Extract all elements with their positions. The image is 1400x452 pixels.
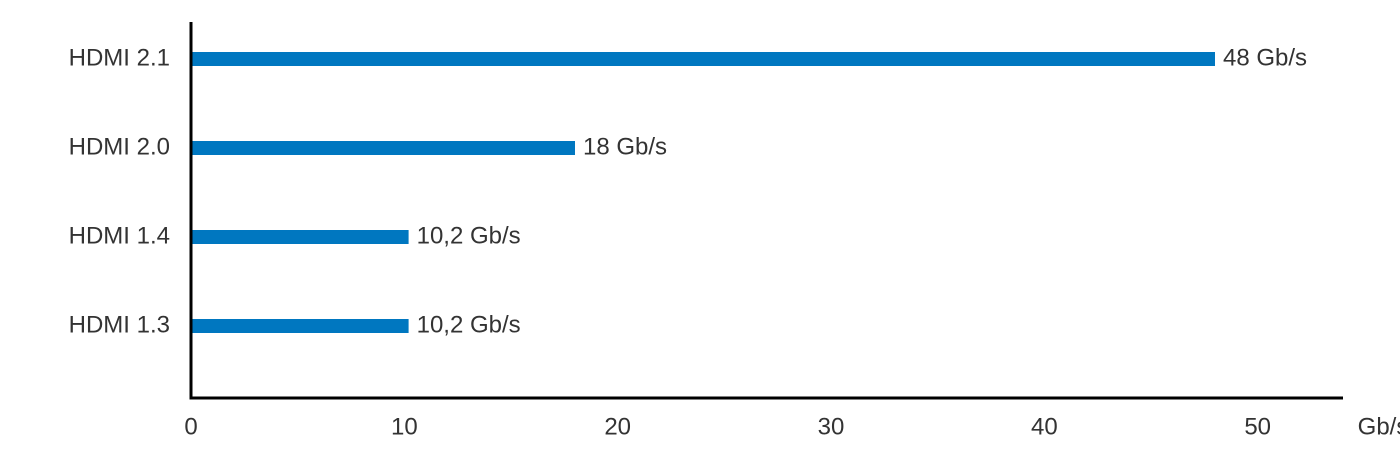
x-tick-label: 0: [184, 413, 197, 440]
value-label: 10,2 Gb/s: [417, 311, 521, 338]
value-label: 10,2 Gb/s: [417, 222, 521, 249]
y-tick-label: HDMI 2.1: [69, 44, 170, 71]
bar: [191, 52, 1215, 66]
y-tick-label: HDMI 2.0: [69, 133, 170, 160]
bar: [191, 319, 409, 333]
x-tick-label: 50: [1244, 413, 1271, 440]
x-tick-label: 30: [818, 413, 845, 440]
y-tick-label: HDMI 1.4: [69, 222, 170, 249]
x-tick-label: 40: [1031, 413, 1058, 440]
y-tick-label: HDMI 1.3: [69, 311, 170, 338]
x-tick-label: 10: [391, 413, 418, 440]
x-axis-label: Gb/s: [1358, 413, 1400, 440]
bar: [191, 141, 575, 155]
value-label: 18 Gb/s: [583, 133, 667, 160]
value-label: 48 Gb/s: [1223, 44, 1307, 71]
bar: [191, 230, 409, 244]
x-tick-label: 20: [604, 413, 631, 440]
